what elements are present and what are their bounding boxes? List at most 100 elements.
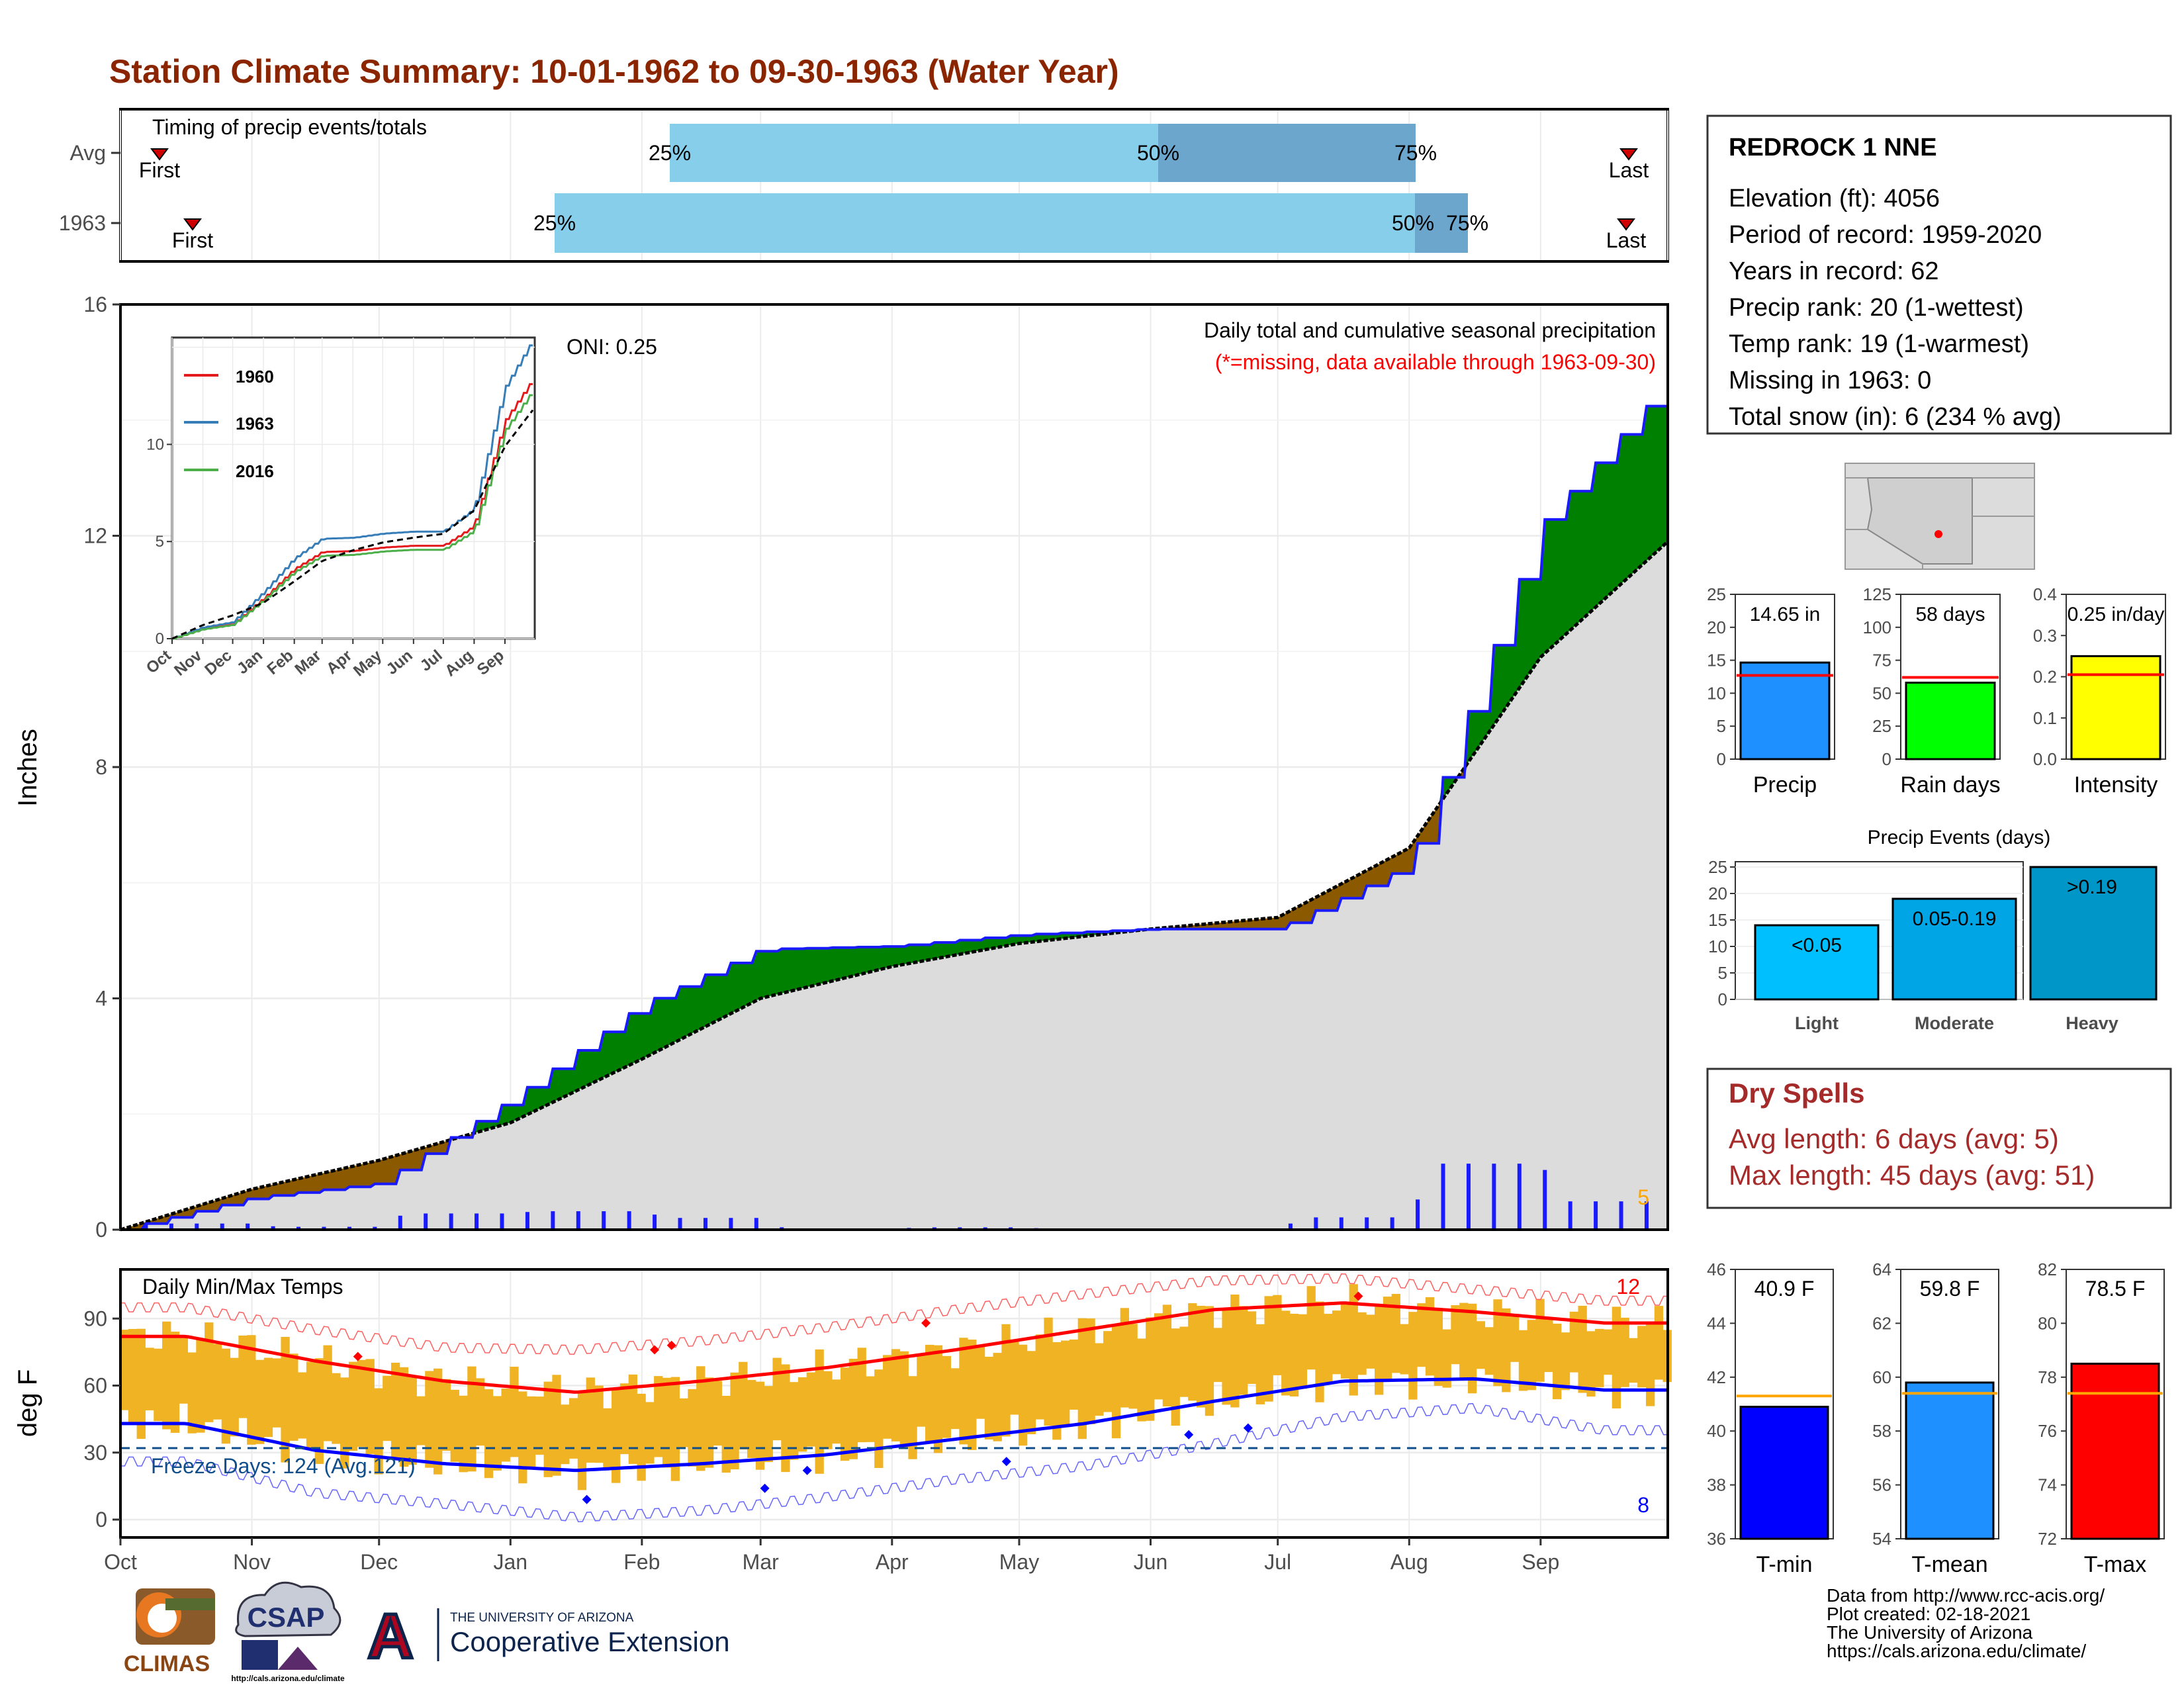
avg-max-temp-line — [120, 1301, 1668, 1394]
mini-bar-tick-label: 0.4 — [2033, 584, 2057, 604]
inset-series-line — [172, 394, 533, 640]
temp-mini-tick-label: 64 — [1872, 1259, 1891, 1279]
daily-temp-bar — [543, 1381, 553, 1477]
timing-title: Timing of precip events/totals — [152, 115, 427, 139]
daily-temp-bar — [976, 1345, 985, 1419]
daily-temp-bar — [1247, 1311, 1257, 1384]
avg-p75-label: 75% — [1394, 141, 1437, 165]
daily-temp-bar — [1375, 1306, 1384, 1395]
temp-mini-tick-label: 72 — [2038, 1529, 2057, 1549]
avg-last-marker — [1619, 148, 1638, 161]
legend-label-1963: 1963 — [236, 414, 274, 434]
inset-y-axis: 0 5 10 — [146, 435, 172, 648]
events-bar-label: <0.05 — [1792, 935, 1842, 956]
daily-precip-bar — [246, 1223, 250, 1230]
daily-temp-bar — [1340, 1302, 1350, 1379]
daily-temp-bar — [933, 1345, 943, 1453]
timing-1963-bar-25-50 — [555, 193, 1415, 253]
daily-precip-bar — [271, 1226, 275, 1230]
daily-precip-bar — [703, 1218, 707, 1230]
daily-temp-bar — [1264, 1296, 1273, 1402]
daily-temp-bar — [840, 1367, 850, 1461]
daily-temp-bar — [221, 1348, 231, 1444]
daily-precip-bar — [398, 1215, 402, 1230]
avg-cumulative-line — [120, 540, 1669, 1232]
precip-y-tick-label: 12 — [83, 524, 107, 548]
temp-y-tick-label: 60 — [83, 1374, 107, 1398]
daily-temp-bar — [891, 1349, 901, 1441]
y1963-last-marker — [1617, 218, 1635, 231]
daily-temp-bar — [518, 1391, 527, 1484]
daily-temp-bar — [1654, 1306, 1664, 1380]
daily-precip-bar — [449, 1213, 453, 1230]
station-period: Period of record: 1959-2020 — [1729, 221, 2042, 249]
record-markers — [353, 1291, 1363, 1504]
precip-y-tick-label: 8 — [95, 755, 107, 779]
mini-bar-value-label: 58 days — [1915, 604, 1985, 625]
daily-temp-bar — [272, 1358, 281, 1428]
mini-bar-tick-label: 125 — [1863, 584, 1891, 604]
daily-temp-bar — [212, 1344, 222, 1420]
daily-temp-bar — [730, 1372, 739, 1470]
record-high-marker — [666, 1340, 676, 1350]
daily-temp-bar — [1645, 1321, 1655, 1406]
mini-bar-tick-label: 20 — [1707, 617, 1726, 637]
daily-precip-bar — [1365, 1217, 1369, 1230]
temp-mini-tick-label: 80 — [2038, 1313, 2057, 1333]
temp-mini-chart: 72 74 76 78 80 82 78.5 F T-max — [2038, 1259, 2165, 1577]
daily-precip-bar — [1568, 1201, 1572, 1230]
daily-temp-bar — [1637, 1326, 1647, 1388]
mini-bar-tick-label: 10 — [1707, 683, 1726, 703]
dry-spells-avg: Avg length: 6 days (avg: 5) — [1729, 1123, 2059, 1154]
record-low-marker — [582, 1494, 592, 1504]
daily-temp-bar — [263, 1357, 273, 1438]
daily-temp-bar — [882, 1355, 892, 1439]
daily-temp-bar — [552, 1375, 561, 1476]
daily-precip-bar — [627, 1211, 631, 1230]
daily-precip-bar — [373, 1226, 377, 1230]
daily-temp-bar — [1603, 1329, 1613, 1375]
inset-y-tick-label: 10 — [146, 435, 164, 453]
daily-temp-bar — [899, 1351, 909, 1448]
daily-precip-bar — [144, 1223, 148, 1230]
daily-temp-bar — [1222, 1310, 1231, 1405]
temp-mini-tick-label: 46 — [1707, 1259, 1726, 1279]
daily-precip-bar — [1492, 1164, 1496, 1230]
daily-temp-bar — [196, 1339, 205, 1433]
timing-row-label-1963: 1963 — [59, 211, 106, 235]
daily-precip-bar — [1314, 1217, 1318, 1230]
daily-temp-bar — [238, 1335, 248, 1418]
month-tick-label: Sep — [1522, 1550, 1559, 1574]
daily-temp-bar — [1213, 1328, 1222, 1383]
inset-avg-line — [171, 409, 534, 640]
legend-label-1960: 1960 — [236, 367, 274, 387]
daily-temp-bar — [1010, 1339, 1019, 1415]
daily-temp-bar — [925, 1344, 934, 1444]
daily-temp-bar — [781, 1364, 790, 1473]
daily-temp-bar — [806, 1372, 815, 1447]
events-tick-label: 20 — [1708, 884, 1727, 903]
daily-temp-bar — [1502, 1308, 1511, 1393]
daily-temp-bar — [1561, 1332, 1570, 1391]
daily-temp-bar — [383, 1375, 392, 1441]
y1963-first-marker — [183, 218, 202, 231]
daily-temp-bar — [1111, 1325, 1121, 1439]
daily-temp-bar — [993, 1353, 1002, 1441]
y1963-first-label: First — [172, 228, 213, 252]
daily-temp-bar — [968, 1340, 977, 1450]
precip-caption: Daily total and cumulative seasonal prec… — [1204, 318, 1656, 342]
dry-spells-max: Max length: 45 days (avg: 51) — [1729, 1160, 2095, 1191]
mini-bar-tick-label: 75 — [1872, 651, 1891, 670]
daily-temp-bar — [1349, 1284, 1358, 1396]
mini-bar-tick-label: 0 — [1717, 749, 1726, 769]
ua-line1: THE UNIVERSITY OF ARIZONA — [450, 1611, 634, 1625]
mini-bar-chart: 0 25 50 75 100 125 58 days Rain days — [1863, 584, 2001, 798]
station-location-dot — [1934, 530, 1942, 538]
daily-temp-bar — [365, 1359, 375, 1455]
daily-temp-bar — [1188, 1303, 1197, 1401]
daily-temp-bar — [1324, 1314, 1333, 1385]
daily-temp-bar — [1205, 1306, 1214, 1416]
missing-note: (*=missing, data available through 1963-… — [1215, 350, 1656, 374]
daily-temp-bar — [1137, 1338, 1146, 1422]
